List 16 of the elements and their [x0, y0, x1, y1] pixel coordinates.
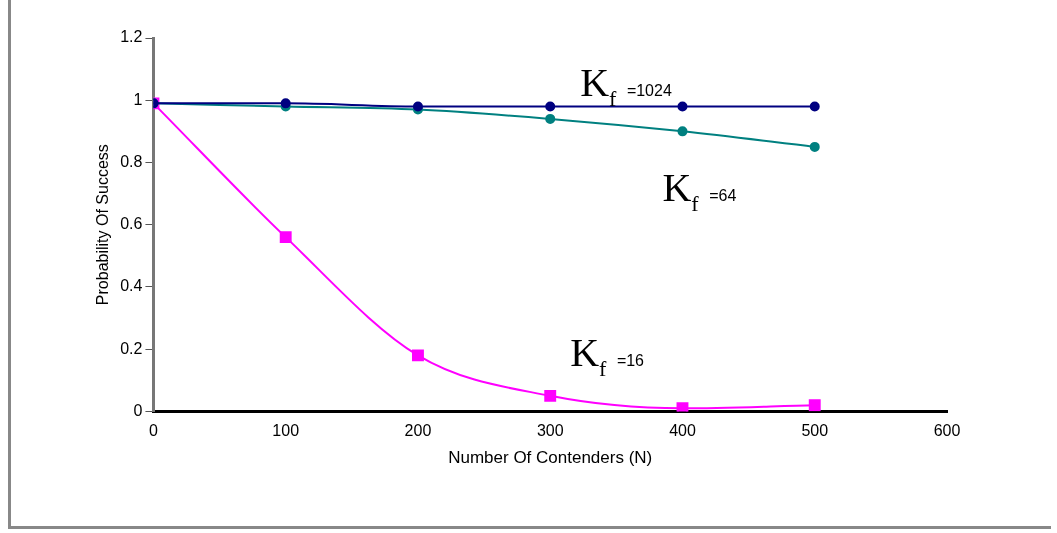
- y-tick-label: 0: [133, 401, 143, 419]
- y-axis-title: Probability Of Success: [94, 144, 112, 306]
- x-tick-label: 600: [933, 422, 961, 440]
- x-tick-label: 0: [148, 422, 158, 440]
- y-tick-label: 0.6: [120, 215, 143, 233]
- x-tick-label: 300: [536, 422, 564, 440]
- y-tick-label: 0.8: [120, 152, 143, 170]
- x-tick-label: 100: [272, 422, 300, 440]
- y-tick-label: 1: [133, 90, 143, 108]
- x-tick-label: 500: [801, 422, 829, 440]
- y-tick-label: 0.4: [120, 277, 143, 295]
- x-tick-label: 400: [669, 422, 696, 440]
- x-axis-title: Number Of Contenders (N): [448, 448, 653, 468]
- x-tick-label: 200: [404, 422, 432, 440]
- y-tick-label: 0.2: [120, 339, 143, 357]
- y-tick-label: 1.2: [120, 28, 143, 46]
